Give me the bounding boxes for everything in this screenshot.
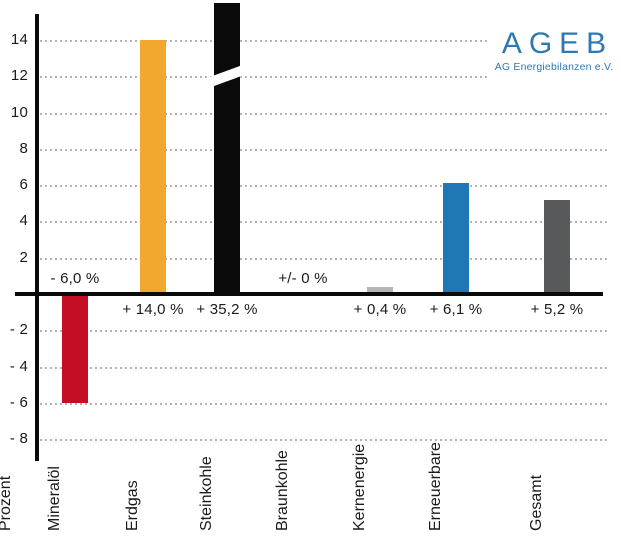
value-label-erdgas: + 14,0 % — [122, 301, 184, 318]
gridline-12 — [40, 76, 607, 78]
value-label-gesamt: + 5,2 % — [530, 301, 584, 318]
gridline-14 — [40, 40, 607, 42]
category-label-mineraloel: Mineralöl — [46, 466, 63, 531]
category-label-erdgas: Erdgas — [124, 480, 141, 531]
ageb-logo: AGEB AG Energiebilanzen e.V. — [487, 28, 621, 90]
bar-steinkohle — [214, 3, 240, 292]
y-tick-label: 4 — [19, 212, 28, 229]
gridline-4 — [40, 221, 607, 223]
y-tick-label: 12 — [10, 67, 28, 84]
gridline--8 — [40, 439, 607, 441]
y-tick-label: - 6 — [9, 394, 28, 411]
value-label-braunkohle: +/- 0 % — [278, 270, 328, 287]
gridline--4 — [40, 367, 607, 369]
gridline-2 — [40, 258, 607, 260]
y-axis-line — [35, 14, 39, 461]
gridline--6 — [40, 403, 607, 405]
ageb-logo-subtitle: AG Energiebilanzen e.V. — [494, 61, 614, 73]
category-label-erneuerbare: Erneuerbare — [427, 442, 444, 531]
gridline--2 — [40, 330, 607, 332]
category-label-steinkohle: Steinkohle — [198, 456, 215, 531]
y-tick-label: - 8 — [9, 430, 28, 447]
y-tick-label: - 4 — [9, 358, 28, 375]
category-label-gesamt: Gesamt — [528, 474, 545, 531]
value-label-kernenergie: + 0,4 % — [353, 301, 407, 318]
y-tick-label: 2 — [19, 249, 28, 266]
y-tick-label: 6 — [19, 176, 28, 193]
bar-kernenergie — [367, 287, 393, 292]
gridline-8 — [40, 149, 607, 151]
gridline-10 — [40, 113, 607, 115]
value-label-erneuerbare: + 6,1 % — [429, 301, 483, 318]
y-tick-label: 14 — [10, 31, 28, 48]
bar-gesamt — [544, 200, 570, 292]
zero-baseline — [15, 292, 603, 296]
y-tick-label: 10 — [10, 104, 28, 121]
category-label-kernenergie: Kernenergie — [351, 443, 368, 531]
y-tick-label: - 2 — [9, 321, 28, 338]
category-label-braunkohle: Braunkohle — [274, 450, 291, 531]
bar-erneuerbare — [443, 183, 469, 292]
ageb-logo-title: AGEB — [501, 27, 614, 60]
value-label-steinkohle: + 35,2 % — [196, 301, 258, 318]
y-tick-label: 8 — [19, 140, 28, 157]
gridline-6 — [40, 185, 607, 187]
bar-erdgas — [140, 40, 166, 292]
bar-mineraloel — [62, 296, 88, 403]
value-label-mineraloel: - 6,0 % — [50, 270, 100, 287]
